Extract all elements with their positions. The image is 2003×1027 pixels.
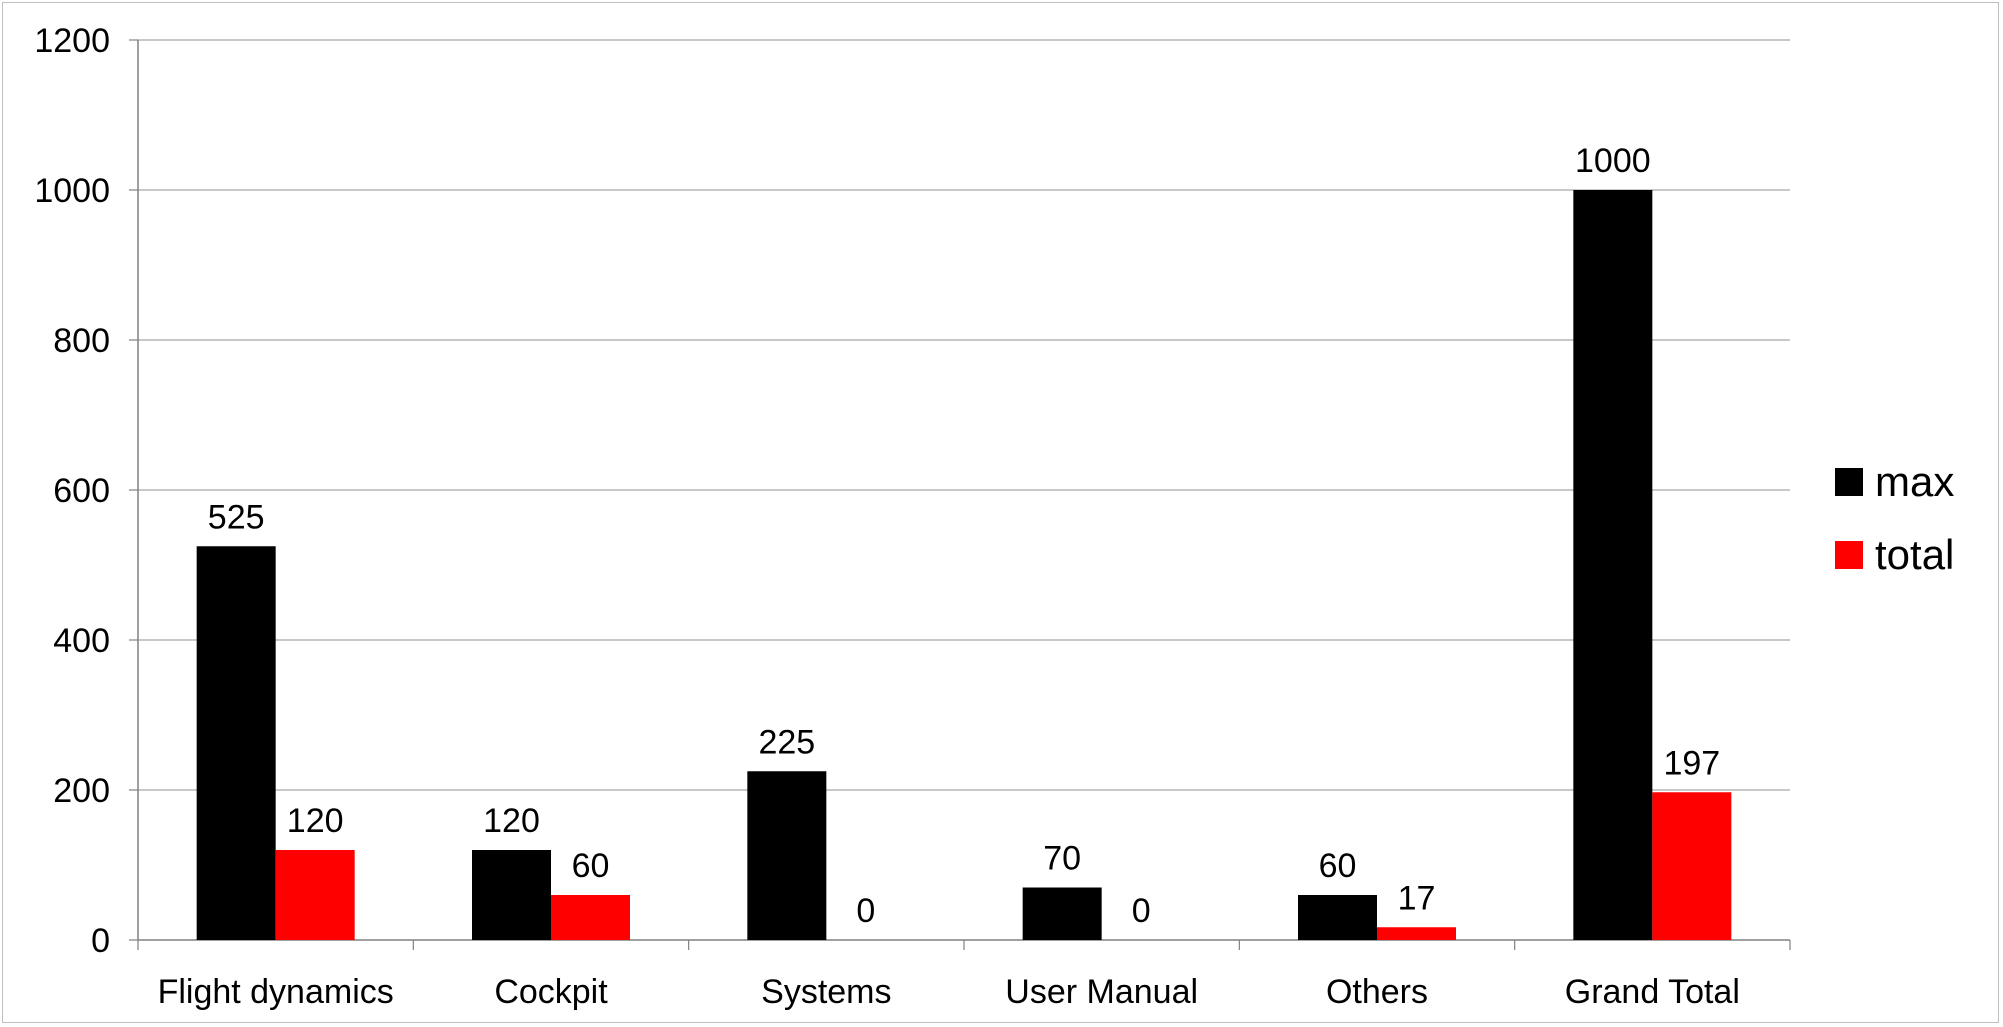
x-category-label: Grand Total (1565, 973, 1740, 1011)
data-label-total: 17 (1398, 879, 1436, 917)
bar-total (551, 895, 630, 940)
bar-total (1377, 927, 1456, 940)
legend-swatch-max (1835, 468, 1863, 496)
x-category-label: Others (1326, 973, 1428, 1011)
data-label-total: 120 (287, 802, 344, 840)
y-tick-label: 1200 (34, 22, 110, 60)
bar-max (1573, 190, 1653, 940)
bar-max (1298, 895, 1377, 940)
data-label-total: 0 (856, 892, 875, 930)
bar-max (472, 850, 551, 940)
data-label-total: 197 (1663, 744, 1720, 782)
y-tick-label: 600 (53, 472, 110, 510)
data-label-total: 60 (572, 847, 610, 885)
data-label-max: 60 (1319, 847, 1357, 885)
y-tick-label: 200 (53, 772, 110, 810)
data-label-total: 0 (1132, 892, 1151, 930)
x-category-label: User Manual (1005, 973, 1198, 1011)
y-tick-label: 400 (53, 622, 110, 660)
legend-label-max: max (1875, 458, 1954, 505)
x-category-label: Cockpit (494, 973, 608, 1011)
data-label-max: 525 (208, 498, 265, 536)
data-label-max: 1000 (1575, 142, 1651, 180)
legend-label-total: total (1875, 531, 1954, 578)
legend: max total (1835, 458, 1954, 578)
gridlines (138, 39, 1790, 791)
data-labels: 525 120 225 70 60 1000 120 60 0 0 17 197 (208, 142, 1720, 930)
bar-total (275, 850, 355, 940)
data-label-max: 120 (483, 802, 540, 840)
data-label-max: 70 (1043, 840, 1081, 878)
x-category-label: Flight dynamics (158, 973, 394, 1011)
bars (196, 190, 1732, 940)
bar-max (1022, 887, 1102, 940)
x-category-label: Systems (761, 973, 891, 1011)
y-tick-label: 1000 (34, 172, 110, 210)
data-label-max: 225 (758, 723, 815, 761)
bar-total (1652, 792, 1732, 940)
bar-max (747, 771, 827, 940)
y-tick-label: 800 (53, 322, 110, 360)
legend-swatch-total (1835, 541, 1863, 569)
bar-max (196, 546, 276, 940)
y-tick-label: 0 (91, 922, 110, 960)
